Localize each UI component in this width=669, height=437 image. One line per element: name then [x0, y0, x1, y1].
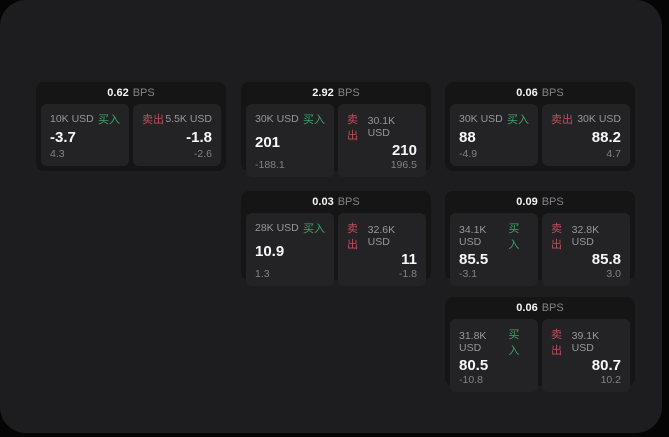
- buy-side-label[interactable]: 买入: [303, 223, 325, 235]
- buy-delta: 4.3: [50, 148, 65, 160]
- spread-unit: BPS: [541, 302, 564, 314]
- quote-tiles: 30K USD 买入 201 -188.1 卖出 30.1K USD 210 1…: [241, 104, 431, 182]
- sell-quote-tile[interactable]: 卖出 5.5K USD -1.8 -2.6: [133, 104, 221, 166]
- card-header: 0.62 BPS: [36, 82, 226, 104]
- quote-tiles: 28K USD 买入 10.9 1.3 卖出 32.6K USD 11 -1.8: [241, 213, 431, 291]
- buy-delta: -4.9: [459, 148, 478, 160]
- sell-price: 88.2: [591, 128, 621, 146]
- sell-price: 11: [401, 251, 417, 268]
- buy-amount: 10K USD: [50, 113, 94, 125]
- spread-unit: BPS: [132, 87, 155, 99]
- spread-unit: BPS: [541, 87, 564, 99]
- buy-price: 10.9: [255, 243, 285, 260]
- sell-quote-tile[interactable]: 卖出 30.1K USD 210 196.5: [338, 104, 426, 177]
- spread-unit: BPS: [541, 196, 564, 208]
- quote-card: 0.06 BPS 31.8K USD 买入 80.5 -10.8 卖出 39.1…: [445, 297, 635, 392]
- sell-delta: -2.6: [193, 148, 212, 160]
- card-header: 0.09 BPS: [445, 191, 635, 213]
- quote-tiles: 34.1K USD 买入 85.5 -3.1 卖出 32.8K USD 85.8…: [445, 213, 635, 291]
- sell-side-label[interactable]: 卖出: [347, 114, 358, 142]
- card-header: 2.92 BPS: [241, 82, 431, 104]
- sell-price: 85.8: [591, 251, 621, 268]
- sell-quote-tile[interactable]: 卖出 32.8K USD 85.8 3.0: [542, 213, 630, 286]
- buy-delta: -10.8: [459, 374, 483, 386]
- spread-value: 0.62: [107, 87, 129, 99]
- buy-price: 88: [459, 128, 476, 146]
- spread-value: 0.06: [516, 302, 538, 314]
- sell-delta: 4.7: [606, 148, 621, 160]
- quote-card: 0.03 BPS 28K USD 买入 10.9 1.3 卖出 32.6K US…: [241, 191, 431, 286]
- buy-quote-tile[interactable]: 28K USD 买入 10.9 1.3: [246, 213, 334, 286]
- buy-delta: -188.1: [255, 159, 285, 171]
- buy-quote-tile[interactable]: 30K USD 买入 201 -188.1: [246, 104, 334, 177]
- sell-quote-tile[interactable]: 卖出 30K USD 88.2 4.7: [542, 104, 630, 166]
- buy-amount: 28K USD: [255, 222, 299, 234]
- spread-value: 0.06: [516, 87, 538, 99]
- quote-tiles: 10K USD 买入 -3.7 4.3 卖出 5.5K USD -1.8 -2.…: [36, 104, 226, 171]
- buy-price: 85.5: [459, 251, 489, 268]
- buy-quote-tile[interactable]: 31.8K USD 买入 80.5 -10.8: [450, 319, 538, 392]
- sell-side-label[interactable]: 卖出: [551, 329, 562, 357]
- buy-side-label[interactable]: 买入: [508, 329, 520, 357]
- sell-quote-tile[interactable]: 卖出 32.6K USD 11 -1.8: [338, 213, 426, 286]
- spread-value: 0.09: [516, 196, 538, 208]
- spread-unit: BPS: [337, 196, 360, 208]
- sell-amount: 5.5K USD: [165, 113, 212, 125]
- sell-amount: 32.6K USD: [367, 224, 396, 248]
- buy-quote-tile[interactable]: 34.1K USD 买入 85.5 -3.1: [450, 213, 538, 286]
- quote-tiles: 31.8K USD 买入 80.5 -10.8 卖出 39.1K USD 80.…: [445, 319, 635, 397]
- quote-card: 2.92 BPS 30K USD 买入 201 -188.1 卖出 30.1K …: [241, 82, 431, 177]
- buy-quote-tile[interactable]: 10K USD 买入 -3.7 4.3: [41, 104, 129, 166]
- sell-price: -1.8: [186, 128, 212, 146]
- quote-tiles: 30K USD 买入 88 -4.9 卖出 30K USD 88.2 4.7: [445, 104, 635, 171]
- buy-side-label[interactable]: 买入: [303, 114, 325, 126]
- card-header: 0.06 BPS: [445, 82, 635, 104]
- sell-price: 210: [391, 142, 417, 159]
- buy-delta: 1.3: [255, 268, 270, 280]
- sell-delta: -1.8: [398, 268, 417, 280]
- sell-amount: 30K USD: [577, 113, 621, 125]
- buy-quote-tile[interactable]: 30K USD 买入 88 -4.9: [450, 104, 538, 166]
- sell-side-label[interactable]: 卖出: [347, 223, 358, 251]
- sell-side-label[interactable]: 卖出: [551, 223, 562, 251]
- card-header: 0.06 BPS: [445, 297, 635, 319]
- sell-delta: 10.2: [600, 374, 621, 386]
- buy-price: 201: [255, 134, 281, 151]
- card-header: 0.03 BPS: [241, 191, 431, 213]
- sell-delta: 3.0: [606, 268, 621, 280]
- buy-side-label[interactable]: 买入: [508, 223, 520, 251]
- buy-amount: 34.1K USD: [459, 224, 487, 248]
- sell-amount: 30.1K USD: [367, 115, 396, 139]
- sell-amount: 39.1K USD: [571, 330, 600, 354]
- sell-side-label[interactable]: 卖出: [142, 114, 164, 126]
- sell-delta: 196.5: [390, 159, 417, 171]
- quote-card: 0.06 BPS 30K USD 买入 88 -4.9 卖出 30K USD: [445, 82, 635, 171]
- buy-side-label[interactable]: 买入: [507, 114, 529, 126]
- buy-price: -3.7: [50, 128, 76, 146]
- buy-amount: 30K USD: [255, 113, 299, 125]
- sell-price: 80.7: [591, 357, 621, 374]
- buy-side-label[interactable]: 买入: [98, 114, 120, 126]
- buy-delta: -3.1: [459, 268, 478, 280]
- quote-card: 0.09 BPS 34.1K USD 买入 85.5 -3.1 卖出 32.8K…: [445, 191, 635, 286]
- buy-amount: 31.8K USD: [459, 330, 487, 354]
- quote-card: 0.62 BPS 10K USD 买入 -3.7 4.3 卖出 5.5K USD: [36, 82, 226, 171]
- sell-quote-tile[interactable]: 卖出 39.1K USD 80.7 10.2: [542, 319, 630, 392]
- sell-side-label[interactable]: 卖出: [551, 114, 573, 126]
- spread-unit: BPS: [337, 87, 360, 99]
- spread-value: 0.03: [312, 196, 334, 208]
- sell-amount: 32.8K USD: [571, 224, 600, 248]
- buy-price: 80.5: [459, 357, 489, 374]
- buy-amount: 30K USD: [459, 113, 503, 125]
- spread-value: 2.92: [312, 87, 334, 99]
